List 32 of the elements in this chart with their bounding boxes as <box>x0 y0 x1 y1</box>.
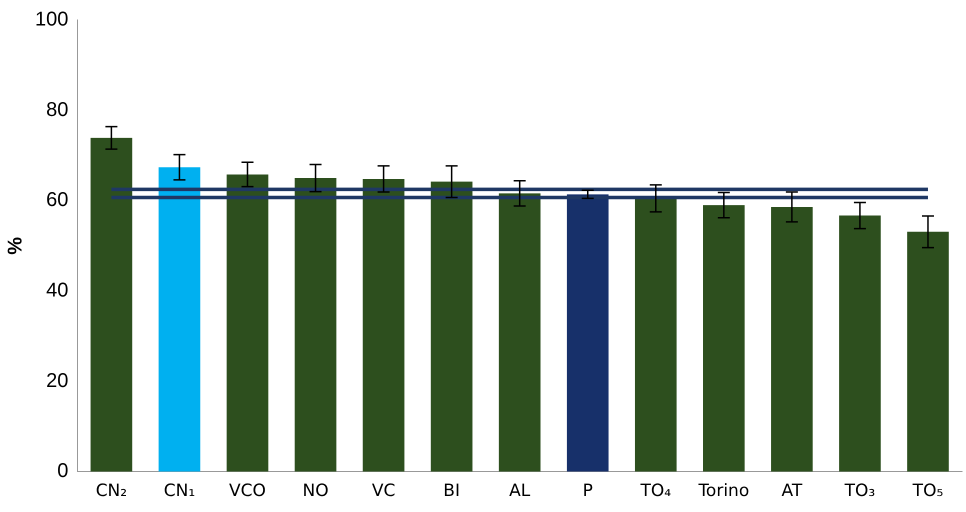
bar <box>703 205 745 472</box>
bar <box>430 182 472 472</box>
x-tick-label: TO₅ <box>912 481 944 502</box>
bar <box>362 178 404 472</box>
bar <box>498 193 541 472</box>
x-tick-label: NO <box>302 481 329 502</box>
x-tick-label: CN₁ <box>164 481 196 502</box>
bar <box>634 198 677 472</box>
y-tick-label: 80 <box>46 98 68 121</box>
y-tick-label: 0 <box>57 460 68 482</box>
x-tick-label: TO₄ <box>639 481 672 502</box>
bar <box>158 167 200 472</box>
bar <box>771 206 813 472</box>
x-tick-label: CN₂ <box>96 481 128 502</box>
y-tick-label: 60 <box>46 189 68 212</box>
y-axis-title: % <box>4 236 27 255</box>
bar <box>226 174 268 472</box>
bar <box>294 178 336 472</box>
x-tick-label: VC <box>372 481 396 502</box>
y-tick-label: 40 <box>46 279 68 302</box>
x-tick-label: P <box>582 481 593 502</box>
x-tick-label: AT <box>782 481 803 502</box>
x-tick-label: BI <box>443 481 460 502</box>
x-tick-label: VCO <box>229 481 266 502</box>
x-tick-label: TO₃ <box>844 481 876 502</box>
x-tick-label: AL <box>509 481 531 502</box>
x-tick-label: Torino <box>697 481 750 502</box>
bar <box>839 216 881 472</box>
bar <box>90 138 132 472</box>
y-tick-label: 100 <box>34 8 68 31</box>
y-tick-label: 20 <box>46 370 68 392</box>
bar <box>907 232 949 472</box>
